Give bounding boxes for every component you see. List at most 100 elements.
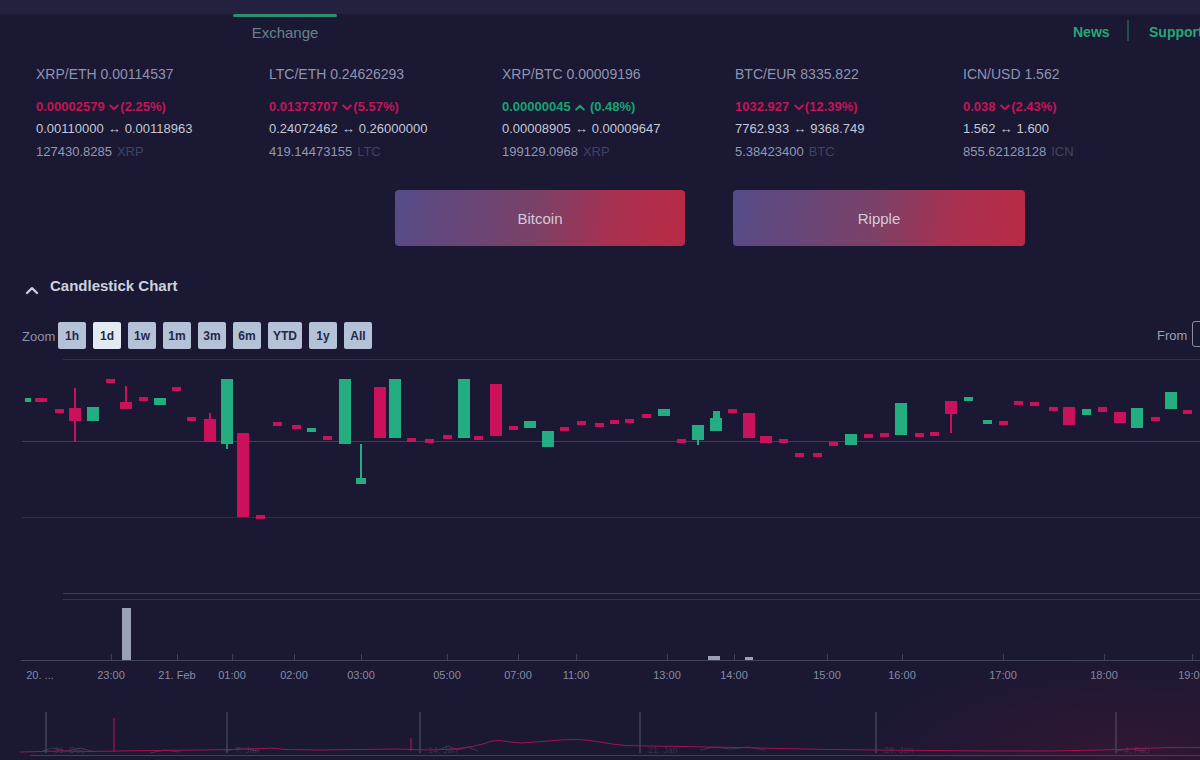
volume-bar	[122, 608, 131, 660]
chevron-up-icon[interactable]	[25, 281, 39, 299]
candle	[339, 379, 351, 444]
candle	[713, 411, 720, 419]
candle	[323, 436, 332, 440]
ticker-pair-price: LTC/ETH 0.24626293	[269, 66, 404, 82]
ticker-volume: 5.38423400BTC	[735, 144, 835, 159]
candle	[1151, 417, 1160, 421]
volume-panel-inner-line	[63, 599, 1200, 600]
range-arrow-icon: ↔	[575, 121, 588, 136]
candle	[356, 478, 366, 484]
candle	[1082, 409, 1091, 415]
x-axis-label: 21. Feb	[142, 669, 212, 681]
candle	[999, 421, 1008, 425]
candle	[610, 420, 619, 424]
x-axis-label: 17:00	[968, 669, 1038, 681]
candle	[87, 407, 99, 421]
x-axis-label: 15:00	[792, 669, 862, 681]
zoom-button-1m[interactable]: 1m	[163, 322, 191, 349]
candle-wick	[360, 444, 362, 480]
top-nav-bar	[0, 0, 1200, 14]
bitcoin-button[interactable]: Bitcoin	[395, 190, 685, 246]
x-axis: 20. ...23:0021. Feb01:0002:0003:0005:000…	[0, 0, 1200, 760]
ticker-volume-unit: BTC	[809, 144, 835, 159]
candle	[658, 409, 670, 416]
zoom-button-1h[interactable]: 1h	[58, 322, 86, 349]
candle	[443, 435, 452, 439]
nav-divider	[1127, 20, 1129, 41]
candle	[524, 421, 536, 428]
ticker-change: 0.00000045 (0.48%)	[502, 99, 635, 114]
x-axis-label: 14:00	[699, 669, 769, 681]
candle	[1030, 402, 1039, 406]
candle	[106, 379, 115, 383]
zoom-button-ytd[interactable]: YTD	[268, 322, 302, 349]
candle	[577, 421, 586, 425]
volume-panel-top-line	[63, 593, 1200, 594]
x-axis-label: 03:00	[326, 669, 396, 681]
candle	[710, 418, 722, 431]
x-axis-label: 13:00	[632, 669, 702, 681]
candle	[983, 420, 992, 424]
candle	[1114, 412, 1126, 423]
candle-wick	[74, 388, 76, 442]
ticker-volume-unit: LTC	[357, 144, 381, 159]
zoom-button-6m[interactable]: 6m	[233, 322, 261, 349]
zoom-label: Zoom	[22, 329, 55, 344]
arrow-down-icon	[342, 104, 352, 111]
range-arrow-icon: ↔	[342, 121, 355, 136]
candle	[1098, 407, 1107, 412]
x-axis-label: 19:00	[1157, 669, 1200, 681]
ticker-volume-unit: ICN	[1051, 144, 1073, 159]
ticker-volume: 199129.0968XRP	[502, 144, 610, 159]
arrow-down-icon	[1000, 104, 1010, 111]
candle-wick	[950, 414, 952, 433]
zoom-button-1d[interactable]: 1d	[93, 322, 121, 349]
candle	[915, 433, 924, 437]
candle	[964, 397, 973, 401]
volume-plot	[0, 0, 1200, 760]
navigator-chart[interactable]: 31. Dec7. Jan14. Jan21. Jan28. Jan4. Feb	[0, 690, 1200, 760]
nav-support-link[interactable]: Support	[1149, 24, 1200, 40]
range-arrow-icon: ↔	[793, 121, 806, 136]
candle	[509, 426, 518, 430]
zoom-button-1y[interactable]: 1y	[309, 322, 337, 349]
from-date-input[interactable]	[1192, 321, 1200, 347]
candle	[813, 453, 822, 457]
x-axis-label: 20. ...	[5, 669, 75, 681]
candle	[560, 427, 569, 431]
x-axis-label: 11:00	[541, 669, 611, 681]
zoom-button-3m[interactable]: 3m	[198, 322, 226, 349]
chart-mid-gridline	[22, 441, 1200, 442]
candle	[1014, 401, 1023, 405]
candle	[187, 417, 196, 421]
candle	[692, 425, 704, 440]
x-axis-line	[21, 660, 1200, 661]
ticker-change: 1032.927 (12.39%)	[735, 99, 858, 114]
tab-exchange[interactable]: Exchange	[233, 24, 337, 41]
ticker-change: 0.038 (2.43%)	[963, 99, 1057, 114]
x-axis-label: 07:00	[483, 669, 553, 681]
candle	[292, 425, 301, 429]
candle	[237, 433, 249, 517]
ripple-button[interactable]: Ripple	[733, 190, 1025, 246]
ticker-pair-price: XRP/BTC 0.00009196	[502, 66, 641, 82]
candle	[880, 433, 889, 437]
x-axis-label: 16:00	[867, 669, 937, 681]
zoom-button-1w[interactable]: 1w	[128, 322, 156, 349]
candle	[55, 409, 64, 413]
candle	[1183, 410, 1192, 414]
candle	[864, 434, 873, 438]
candle	[1131, 408, 1143, 428]
candle-wick	[125, 386, 127, 409]
candle	[139, 397, 148, 401]
range-arrow-icon: ↔	[1000, 121, 1013, 136]
candle	[273, 422, 282, 426]
nav-news-link[interactable]: News	[1073, 24, 1110, 40]
ticker-change: 0.01373707 (5.57%)	[269, 99, 399, 114]
x-axis-label: 01:00	[197, 669, 267, 681]
candle	[490, 384, 502, 436]
active-tab-indicator	[233, 14, 337, 17]
zoom-button-all[interactable]: All	[344, 322, 372, 349]
candle	[25, 398, 31, 402]
ticker-volume: 855.62128128ICN	[963, 144, 1074, 159]
